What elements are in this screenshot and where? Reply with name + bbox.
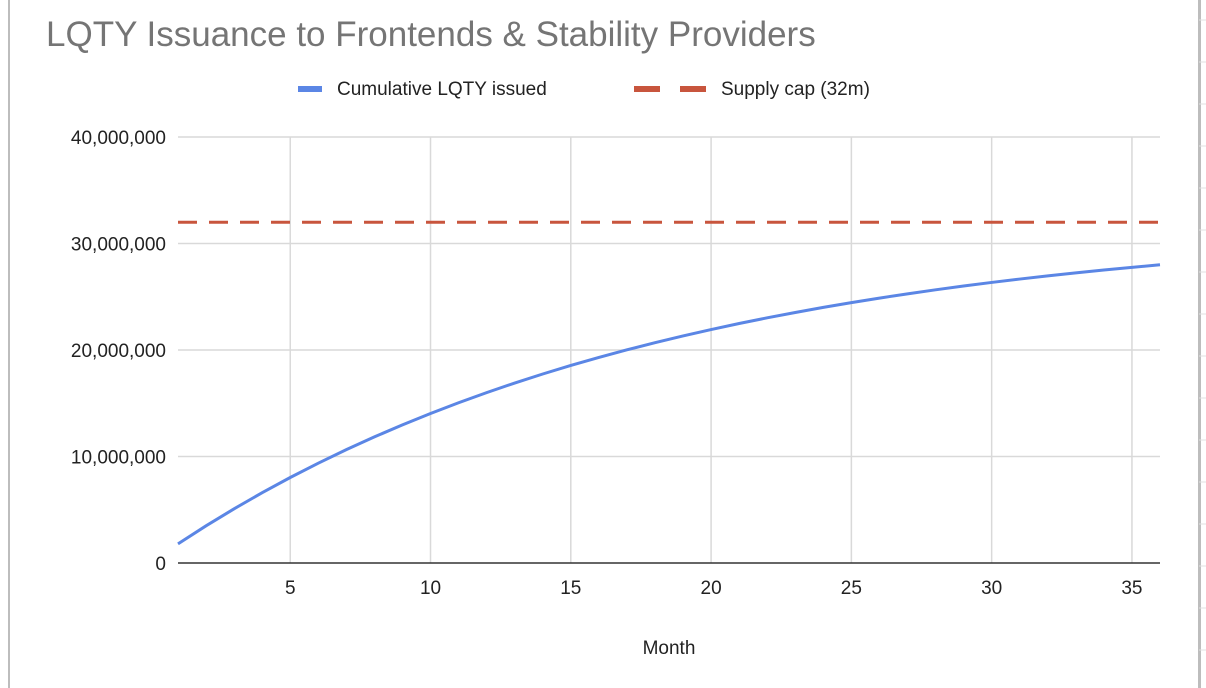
x-tick-label: 20 bbox=[701, 578, 722, 599]
y-tick-label: 10,000,000 bbox=[71, 448, 166, 469]
spreadsheet-gridlines bbox=[1199, 19, 1206, 651]
chart-title: LQTY Issuance to Frontends & Stability P… bbox=[46, 15, 816, 54]
x-axis-label: Month bbox=[643, 638, 696, 659]
legend-label-supply-cap: Supply cap (32m) bbox=[721, 79, 870, 100]
chart-frame bbox=[8, 0, 1201, 688]
x-tick-label: 5 bbox=[285, 578, 296, 599]
x-tick-label: 10 bbox=[420, 578, 441, 599]
x-axis-ticks: 5 10 15 20 25 30 35 bbox=[285, 578, 1143, 599]
x-tick-label: 30 bbox=[981, 578, 1002, 599]
y-tick-label: 40,000,000 bbox=[71, 128, 166, 149]
legend-label-cumulative: Cumulative LQTY issued bbox=[337, 79, 547, 100]
cumulative-issued-line bbox=[177, 263, 1161, 546]
y-tick-label: 20,000,000 bbox=[71, 341, 166, 362]
legend: Cumulative LQTY issued Supply cap (32m) bbox=[298, 79, 870, 100]
x-tick-label: 25 bbox=[841, 578, 862, 599]
x-tick-label: 15 bbox=[560, 578, 581, 599]
line-chart: LQTY Issuance to Frontends & Stability P… bbox=[46, 15, 1161, 659]
y-tick-label: 30,000,000 bbox=[71, 235, 166, 256]
x-tick-label: 35 bbox=[1121, 578, 1142, 599]
y-tick-label: 0 bbox=[155, 554, 166, 575]
y-axis-ticks: 0 10,000,000 20,000,000 30,000,000 40,000,00… bbox=[71, 128, 166, 575]
gridlines bbox=[178, 136, 1160, 563]
